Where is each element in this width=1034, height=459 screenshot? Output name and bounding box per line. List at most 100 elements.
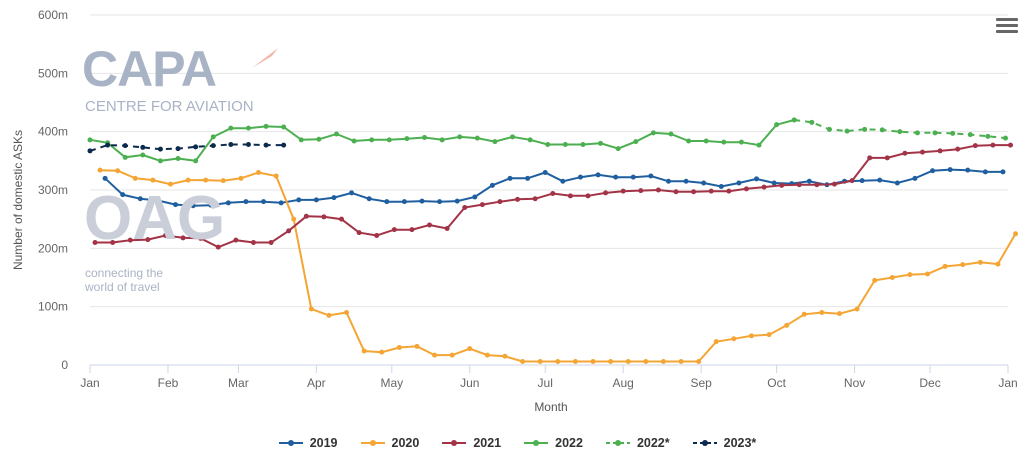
data-point: [150, 177, 156, 183]
data-point: [173, 202, 179, 208]
data-point: [256, 170, 262, 175]
data-point: [286, 228, 292, 234]
data-point: [122, 143, 128, 149]
data-point: [643, 359, 649, 364]
series-2022-projected[interactable]: [791, 117, 1008, 141]
series-line: [89, 143, 284, 152]
data-point: [273, 173, 279, 179]
data-point: [190, 203, 196, 209]
data-point: [995, 261, 1001, 267]
data-point: [369, 137, 375, 143]
data-point: [965, 167, 971, 173]
data-point: [836, 311, 842, 317]
x-axis-label: Month: [534, 400, 567, 414]
data-point: [105, 142, 111, 148]
data-point: [655, 187, 661, 193]
data-point: [180, 235, 186, 241]
data-point: [193, 144, 199, 150]
data-point: [542, 170, 548, 175]
legend-item-2022[interactable]: 2022: [523, 436, 583, 450]
data-point: [977, 259, 983, 265]
x-tick-label: Dec: [919, 376, 940, 390]
data-point: [942, 263, 948, 269]
series-line: [95, 144, 1011, 249]
data-point: [386, 137, 392, 143]
data-point: [1002, 135, 1008, 141]
legend-item-2021[interactable]: 2021: [441, 436, 501, 450]
data-point: [467, 346, 473, 352]
data-point: [691, 189, 697, 195]
data-point: [492, 139, 498, 145]
data-point: [849, 178, 855, 184]
series-line: [794, 119, 1006, 140]
series-layer: [87, 117, 1019, 364]
series-2022[interactable]: [87, 117, 797, 164]
data-point: [532, 196, 538, 202]
data-point: [665, 178, 671, 184]
data-point: [208, 202, 214, 208]
data-point: [339, 216, 345, 222]
data-point: [598, 140, 604, 146]
data-point: [87, 148, 93, 154]
data-point: [982, 169, 988, 175]
data-point: [894, 180, 900, 186]
x-tick-label: Jun: [460, 376, 479, 390]
data-point: [110, 240, 116, 245]
data-point: [879, 127, 885, 133]
data-point: [462, 205, 468, 210]
data-point: [985, 133, 991, 139]
data-point: [668, 131, 674, 137]
data-point: [167, 181, 173, 187]
data-point: [560, 178, 566, 184]
data-point: [703, 138, 709, 144]
data-point: [696, 359, 702, 364]
data-point: [132, 175, 138, 181]
data-point: [1013, 231, 1019, 237]
series-2020[interactable]: [97, 167, 1019, 364]
data-point: [774, 122, 780, 128]
legend-label: 2020: [391, 436, 420, 450]
legend-symbol: [692, 440, 717, 446]
data-point: [414, 343, 420, 349]
data-point: [572, 359, 578, 364]
data-point: [753, 176, 759, 182]
data-point: [545, 142, 551, 147]
data-point: [831, 181, 837, 187]
data-point: [721, 139, 727, 145]
data-point: [155, 198, 161, 203]
series-2021[interactable]: [92, 142, 1014, 250]
data-point: [127, 237, 133, 243]
data-point: [489, 182, 495, 188]
data-point: [766, 332, 772, 338]
data-point: [457, 134, 463, 140]
data-point: [701, 180, 707, 186]
x-axis-ticks: Jan Feb Mar Apr May Jun Jul Aug Sep Oct Nov Dec Jan: [80, 365, 1018, 390]
data-point: [801, 311, 807, 317]
data-point: [281, 124, 287, 130]
data-point: [308, 306, 314, 312]
data-point: [140, 144, 146, 150]
data-point: [562, 142, 568, 147]
legend-item-2020[interactable]: 2020: [360, 436, 420, 450]
data-point: [814, 182, 820, 188]
data-point: [527, 137, 533, 143]
legend-item-2022-projected[interactable]: 2022*: [605, 436, 670, 450]
data-point: [162, 233, 168, 238]
data-point: [333, 131, 339, 137]
data-point: [409, 227, 415, 233]
series-line: [104, 168, 1003, 207]
data-point: [278, 200, 284, 206]
data-point: [585, 193, 591, 199]
data-point: [228, 142, 234, 147]
series-2019[interactable]: [102, 167, 1006, 209]
data-point: [444, 226, 450, 231]
data-point: [713, 339, 719, 345]
legend-item-2019[interactable]: 2019: [278, 436, 338, 450]
data-point: [902, 150, 908, 156]
hamburger-menu-icon[interactable]: [996, 18, 1018, 36]
data-point: [261, 199, 267, 205]
series-2023-projected[interactable]: [87, 142, 287, 154]
data-point: [145, 237, 151, 243]
legend-item-2023-projected[interactable]: 2023*: [692, 436, 756, 450]
data-point: [210, 134, 216, 140]
